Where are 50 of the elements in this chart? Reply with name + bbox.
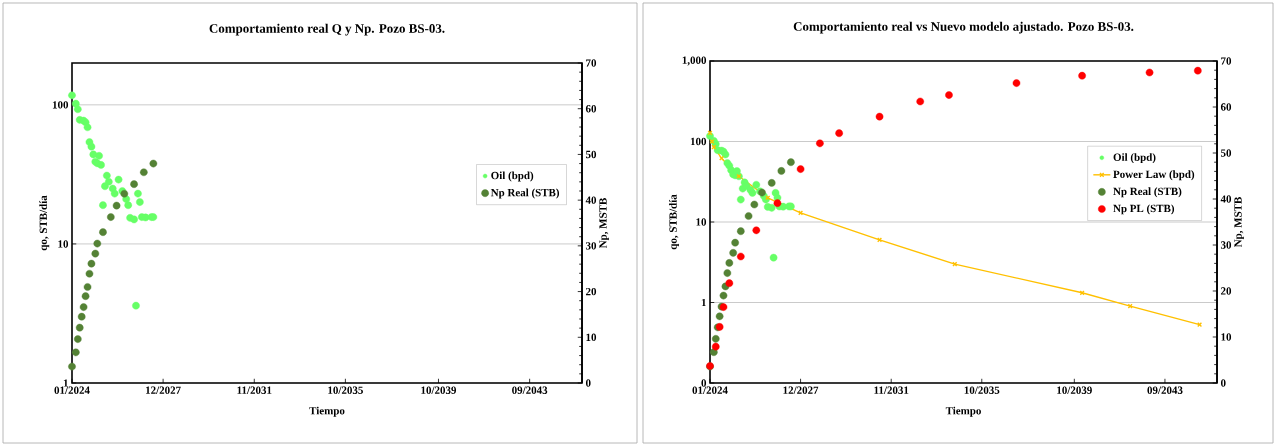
- y2-axis-title: Np, MSTB: [599, 198, 609, 249]
- y2-tick-label: 60: [1220, 103, 1232, 111]
- y-tick-label: 0: [701, 379, 707, 387]
- x-tick-label: 12/2027: [146, 386, 181, 394]
- y-tick-label: 1,000: [682, 56, 707, 66]
- y2-tick-label: 70: [1221, 57, 1232, 65]
- y-tick-label: 100: [690, 137, 707, 146]
- x-axis-title: Tiempo: [309, 406, 345, 417]
- legend-label: Power Law (bpd): [1113, 170, 1195, 181]
- x-tick-label: 01/2024: [54, 386, 90, 394]
- y2-tick-label: 50: [1220, 149, 1232, 157]
- x-tick-label: 09/2043: [1147, 386, 1183, 394]
- y2-tick-label: 10: [1221, 333, 1232, 341]
- x-tick-label: 09/2043: [512, 386, 548, 394]
- y-axis-title: qo, STB/día: [669, 194, 679, 250]
- chart-title: Comportamiento real Q y Np. Pozo BS-03.: [209, 23, 445, 36]
- legend-label: Np Real (STB): [490, 188, 560, 199]
- y2-tick-label: 50: [585, 150, 597, 159]
- y-tick-label: 1: [63, 379, 68, 387]
- x-tick-label: 01/2024: [692, 386, 728, 394]
- legend-label: Oil (bpd): [1113, 153, 1156, 164]
- legend-label: Np PL (STB): [1113, 204, 1175, 215]
- y2-axis-title: Np, MSTB: [1234, 197, 1244, 248]
- x-axis-title: Tiempo: [945, 406, 981, 417]
- y-axis-title: qo, STB/día: [39, 195, 50, 251]
- x-tick-label: 10/2039: [1057, 386, 1092, 394]
- y2-tick-label: 0: [1220, 379, 1226, 387]
- x-tick-label: 11/2031: [874, 386, 909, 394]
- x-tick-label: 12/2027: [783, 386, 819, 394]
- y-tick-label: 100: [52, 101, 69, 109]
- x-tick-label: 10/2035: [964, 386, 1000, 394]
- legend-label: Oil (bpd): [491, 171, 534, 182]
- y2-tick-label: 40: [1220, 195, 1232, 203]
- y2-tick-label: 60: [585, 105, 597, 113]
- y2-tick-label: 30: [1220, 241, 1232, 249]
- y2-tick-label: 0: [585, 379, 591, 387]
- legend-label: Np Real (STB): [1113, 187, 1182, 198]
- x-tick-label: 10/2035: [328, 386, 363, 394]
- y-tick-label: 1: [701, 298, 706, 307]
- y2-tick-label: 30: [585, 242, 597, 250]
- y-tick-label: 10: [58, 240, 69, 248]
- y2-tick-label: 20: [585, 287, 597, 296]
- y2-tick-label: 20: [1220, 287, 1232, 295]
- chart-title: Comportamiento real vs Nuevo modelo ajustado. Pozo BS-03.: [793, 21, 1134, 34]
- y-tick-label: 10: [696, 218, 707, 226]
- x-tick-label: 11/2031: [237, 386, 272, 394]
- x-tick-label: 10/2039: [421, 386, 457, 394]
- y2-tick-label: 70: [586, 59, 597, 67]
- y2-tick-label: 10: [586, 333, 597, 341]
- y2-tick-label: 40: [585, 196, 597, 204]
